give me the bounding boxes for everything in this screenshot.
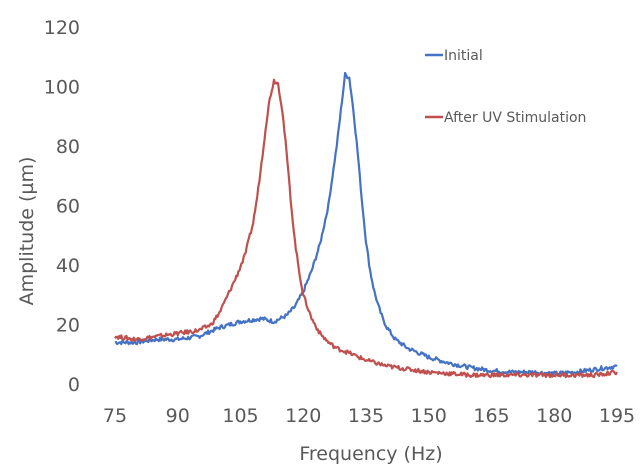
x-axis-ticks: 75 90 105 120 135 150 165 180 195 [103,405,635,427]
legend-label-1: Initial [444,48,483,64]
x-tick-label: 165 [473,405,509,427]
x-tick-label: 180 [536,405,572,427]
x-tick-label: 105 [222,405,258,427]
legend-label-2: After UV Stimulation [444,110,586,126]
y-axis-label: Amplitude (µm) [16,157,38,306]
y-tick-label: 80 [56,136,80,158]
y-tick-label: 20 [56,315,80,337]
x-tick-label: 75 [103,405,127,427]
y-tick-label: 0 [68,374,80,396]
x-tick-label: 120 [285,405,321,427]
y-tick-label: 40 [56,255,80,277]
x-tick-label: 135 [348,405,384,427]
plot-series-group [114,71,618,379]
legend: Initial After UV Stimulation [425,48,586,126]
x-tick-label: 195 [599,405,635,427]
x-tick-label: 90 [166,405,190,427]
y-axis-ticks: 0 20 40 60 80 100 120 [44,17,80,396]
y-tick-label: 60 [56,196,80,218]
x-axis-label: Frequency (Hz) [299,443,442,465]
y-tick-label: 100 [44,77,80,99]
series-line-2 [114,78,618,379]
y-tick-label: 120 [44,17,80,39]
x-tick-label: 150 [411,405,447,427]
